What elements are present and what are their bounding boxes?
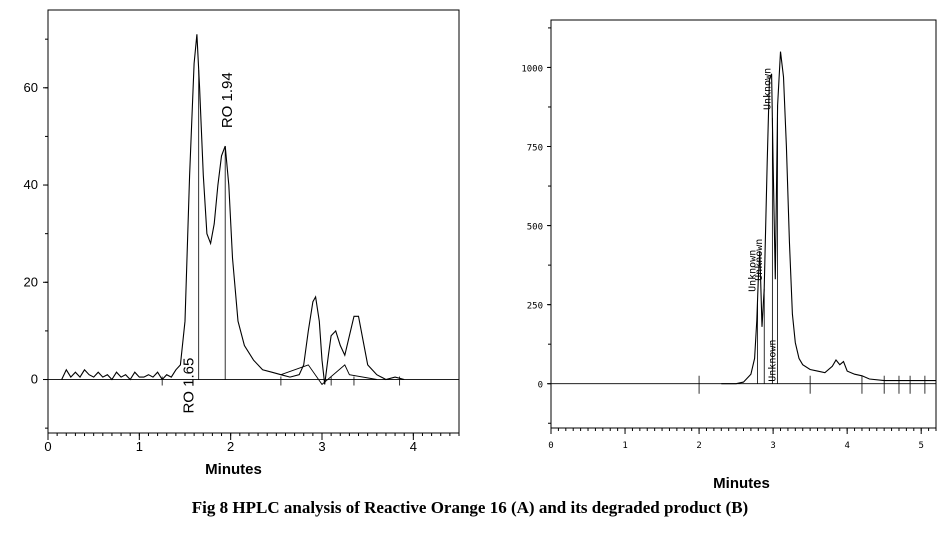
y-tick-label: 1000 bbox=[521, 64, 543, 74]
peak-label: Unknown bbox=[768, 340, 779, 382]
peak-label: Unknown bbox=[762, 68, 773, 110]
x-tick-label: 1 bbox=[622, 441, 627, 451]
x-tick-label: 1 bbox=[136, 439, 143, 454]
x-tick-label: 0 bbox=[44, 439, 51, 454]
x-tick-label: 2 bbox=[696, 441, 701, 451]
y-tick-label: 500 bbox=[527, 223, 543, 233]
y-tick-label: 0 bbox=[31, 372, 38, 387]
y-tick-label: 40 bbox=[24, 177, 38, 192]
peak-label: Unknown bbox=[754, 239, 765, 281]
y-tick-label: 250 bbox=[527, 302, 543, 312]
y-tick-label: 0 bbox=[538, 381, 543, 391]
y-tick-label: 750 bbox=[527, 144, 543, 154]
x-axis-title: Minutes bbox=[205, 461, 262, 478]
x-tick-label: 5 bbox=[918, 441, 923, 451]
y-tick-label: 20 bbox=[24, 274, 38, 289]
chromatogram-trace bbox=[61, 34, 405, 385]
plot-frame bbox=[550, 19, 937, 429]
integration-baseline bbox=[280, 364, 377, 386]
figure-caption: Fig 8 HPLC analysis of Reactive Orange 1… bbox=[191, 498, 749, 517]
x-tick-label: 0 bbox=[548, 441, 553, 451]
chromatogram-trace bbox=[721, 51, 936, 385]
plot-frame bbox=[47, 9, 460, 434]
peak-label: RO 1.65 bbox=[181, 358, 198, 414]
x-tick-label: 4 bbox=[844, 441, 849, 451]
x-axis-title: Minutes bbox=[713, 475, 770, 492]
x-tick-label: 3 bbox=[770, 441, 775, 451]
x-tick-label: 2 bbox=[227, 439, 234, 454]
y-tick-label: 60 bbox=[24, 80, 38, 95]
chart-panel-a: 0 20 40 60 0 1 2 3 4 Minutes RO 1.65 RO 1.94 bbox=[24, 9, 460, 478]
x-tick-label: 3 bbox=[318, 439, 325, 454]
peak-label: RO 1.94 bbox=[219, 72, 236, 128]
x-tick-label: 4 bbox=[410, 439, 417, 454]
peak-label: Unknown bbox=[748, 250, 759, 292]
